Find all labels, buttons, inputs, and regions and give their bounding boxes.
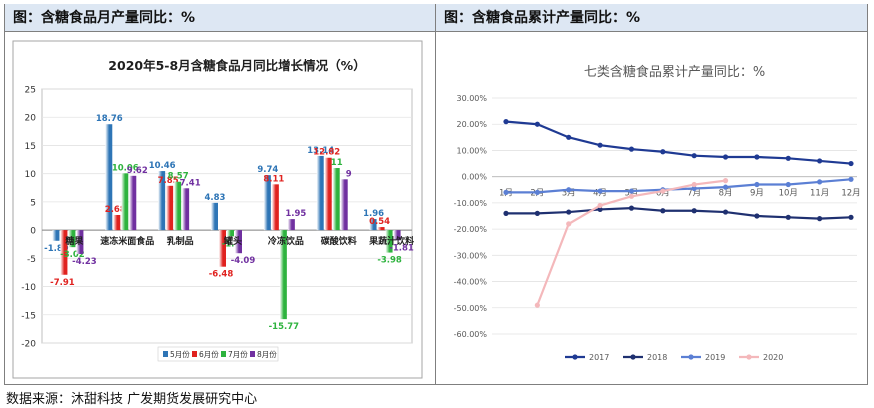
data-source-note: 数据来源：沐甜科技 广发期货发展研究中心: [6, 392, 258, 407]
left-panel-header: 图：含糖食品月产量同比：%: [5, 4, 435, 32]
right-panel-header: 图：含糖食品累计产量同比：%: [436, 4, 867, 32]
panel-divider: [435, 4, 436, 385]
figure-frame: [4, 4, 868, 385]
